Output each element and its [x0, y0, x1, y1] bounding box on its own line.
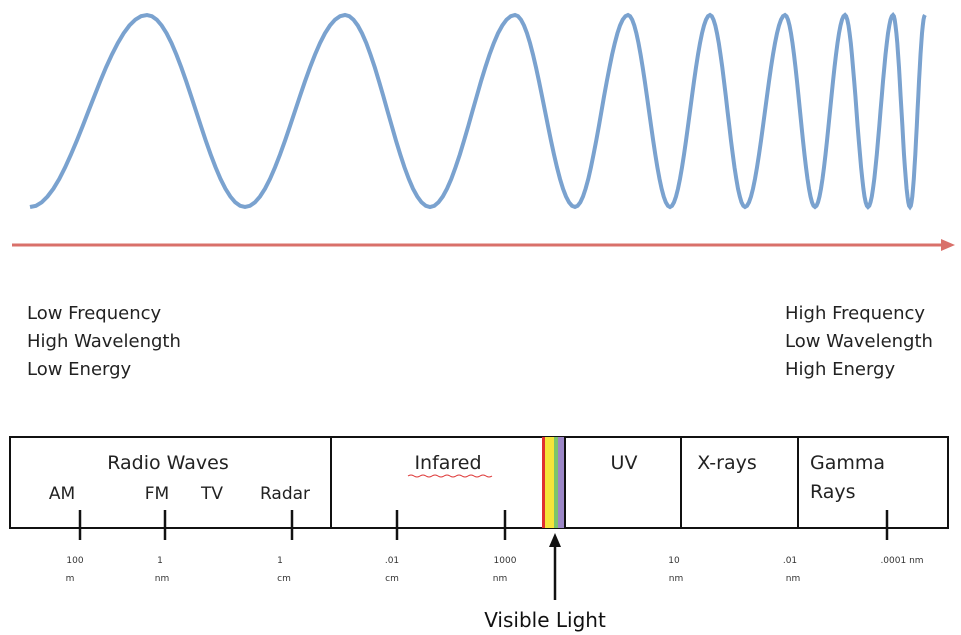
scale-ticks — [78, 510, 889, 540]
scale-label: cm — [385, 574, 399, 584]
region-label: Infared — [414, 452, 481, 474]
right-label: High Frequency — [785, 303, 925, 324]
region-label: Radio Waves — [107, 452, 228, 474]
scale-label: nm — [493, 574, 507, 584]
scale-label: .01 — [385, 556, 399, 566]
scale-label: nm — [669, 574, 683, 584]
scale-label: nm — [155, 574, 169, 584]
left-label: Low Energy — [27, 359, 132, 380]
scale-label: .0001 nm — [880, 556, 923, 566]
band-label: AM — [49, 484, 75, 504]
visible-label: Visible Light — [484, 608, 606, 632]
visible-violet — [558, 437, 564, 528]
region-label: X-rays — [697, 452, 757, 474]
arrow-head — [941, 239, 955, 251]
region-label: Rays — [810, 481, 856, 503]
wave — [29, 11, 927, 211]
spell-underline — [407, 474, 493, 478]
scale-label: cm — [277, 574, 291, 584]
scale-label: 1 — [277, 556, 283, 566]
region-label: Gamma — [810, 452, 885, 474]
visible-yellow — [545, 437, 554, 528]
band-label: Radar — [260, 484, 310, 504]
scale-label: 1000 — [494, 556, 517, 566]
scale-label: m — [66, 574, 75, 584]
visible-green — [554, 437, 558, 528]
scale-label: 10 — [668, 556, 680, 566]
scale-label: 1 — [157, 556, 163, 566]
left-label: High Wavelength — [27, 331, 181, 352]
left-label: Low Frequency — [27, 303, 162, 324]
right-label: High Energy — [785, 359, 895, 380]
visible-red — [542, 437, 545, 528]
spectrum-box — [9, 436, 949, 529]
band-label: TV — [200, 484, 223, 504]
region-label: UV — [611, 452, 638, 474]
band-label: FM — [145, 484, 169, 504]
scale-label: 100 — [66, 556, 83, 566]
visible-arrow-head — [549, 533, 561, 547]
right-label: Low Wavelength — [785, 331, 933, 352]
scale-label: nm — [786, 574, 800, 584]
scale-label: .01 — [783, 556, 797, 566]
